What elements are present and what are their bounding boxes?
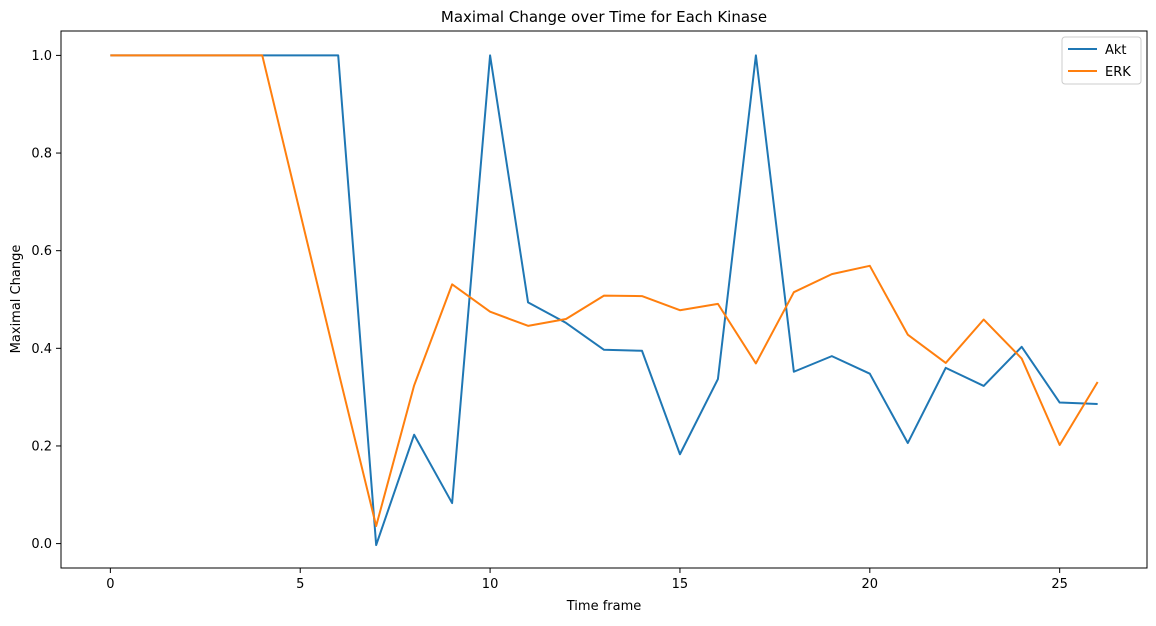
data-point-akt xyxy=(1097,403,1099,405)
data-point-erk xyxy=(983,319,985,321)
data-point-erk xyxy=(527,325,529,327)
data-point-akt xyxy=(337,54,339,56)
data-point-erk xyxy=(413,384,415,386)
data-point-akt xyxy=(793,371,795,373)
data-point-erk xyxy=(109,54,111,56)
chart-title: Maximal Change over Time for Each Kinase xyxy=(441,8,767,26)
data-point-erk xyxy=(907,334,909,336)
series-lines xyxy=(109,54,1099,547)
data-point-akt xyxy=(679,453,681,455)
data-point-akt xyxy=(641,350,643,352)
data-point-akt xyxy=(983,385,985,387)
data-point-akt xyxy=(375,544,377,546)
y-tick-label: 0.6 xyxy=(31,244,52,259)
legend: Akt ERK xyxy=(1061,36,1142,85)
series-line-erk xyxy=(110,54,1099,528)
x-tick-label: 10 xyxy=(482,577,499,592)
y-tick-label: 0.0 xyxy=(31,537,52,552)
data-point-akt xyxy=(299,54,301,56)
data-point-erk xyxy=(1021,358,1023,360)
y-axis-label: Maximal Change xyxy=(9,245,24,354)
data-point-akt xyxy=(945,367,947,369)
plot-area: 0 5 10 15 20 25 0.0 0.2 0.4 0.6 0.8 1.0 xyxy=(31,30,1148,592)
data-point-akt xyxy=(831,355,833,357)
data-point-erk xyxy=(641,295,643,297)
data-point-erk xyxy=(185,54,187,56)
data-point-akt xyxy=(603,349,605,351)
data-point-akt xyxy=(413,434,415,436)
data-point-akt xyxy=(717,378,719,380)
data-point-erk xyxy=(869,265,871,267)
x-tick-label: 0 xyxy=(106,577,114,592)
data-point-erk xyxy=(565,318,567,320)
data-point-akt xyxy=(907,442,909,444)
y-tick-label: 0.4 xyxy=(31,342,52,357)
data-point-erk xyxy=(451,283,453,285)
data-point-erk xyxy=(489,311,491,313)
data-point-akt xyxy=(489,54,491,56)
data-point-akt xyxy=(451,502,453,504)
x-tick-label: 5 xyxy=(296,577,304,592)
x-tick-label: 15 xyxy=(672,577,689,592)
data-point-erk xyxy=(1059,444,1061,446)
series-line-akt xyxy=(110,54,1098,547)
data-point-erk xyxy=(679,309,681,311)
data-point-akt xyxy=(755,54,757,56)
data-point-erk xyxy=(299,212,301,214)
x-axis: 0 5 10 15 20 25 xyxy=(106,568,1068,592)
x-tick-label: 25 xyxy=(1051,577,1068,592)
data-point-erk xyxy=(755,362,757,364)
data-point-erk xyxy=(223,54,225,56)
data-point-akt xyxy=(527,301,529,303)
y-tick-label: 1.0 xyxy=(31,49,52,64)
legend-label-erk: ERK xyxy=(1105,65,1131,80)
data-point-akt xyxy=(1059,402,1061,404)
data-point-erk xyxy=(945,362,947,364)
data-point-erk xyxy=(261,54,263,56)
plot-frame xyxy=(60,30,1148,569)
data-point-erk xyxy=(337,370,339,372)
data-point-erk xyxy=(1097,381,1099,383)
data-point-erk xyxy=(831,273,833,275)
data-point-akt xyxy=(869,373,871,375)
data-point-akt xyxy=(565,322,567,324)
x-tick-label: 20 xyxy=(862,577,879,592)
y-tick-label: 0.2 xyxy=(31,439,52,454)
x-axis-label: Time frame xyxy=(566,599,642,614)
legend-label-akt: Akt xyxy=(1105,43,1127,58)
data-point-akt xyxy=(1021,346,1023,348)
y-tick-label: 0.8 xyxy=(31,147,52,162)
y-axis: 0.0 0.2 0.4 0.6 0.8 1.0 xyxy=(31,49,61,552)
data-point-erk xyxy=(793,291,795,293)
data-point-erk xyxy=(603,295,605,297)
data-point-erk xyxy=(147,54,149,56)
data-point-erk xyxy=(717,303,719,305)
data-point-erk xyxy=(375,525,377,527)
